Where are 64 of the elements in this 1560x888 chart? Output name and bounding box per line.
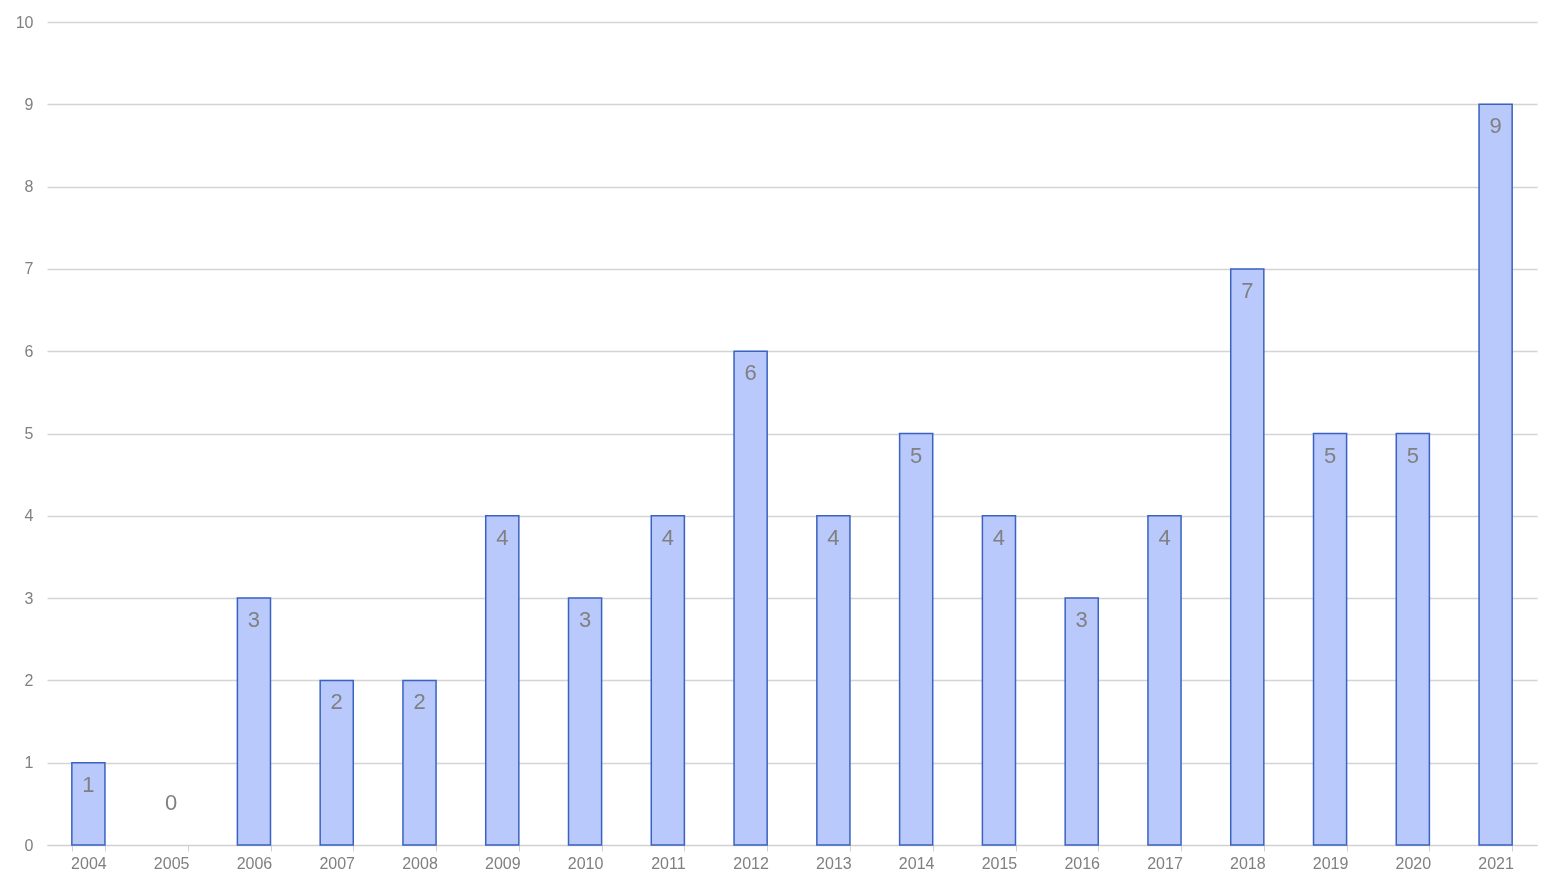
x-tick-label: 2007 xyxy=(319,854,356,872)
y-tick-label: 7 xyxy=(24,260,34,278)
x-tick-label: 2013 xyxy=(816,854,852,872)
x-tick-label: 2018 xyxy=(1229,854,1266,872)
bar xyxy=(484,515,520,846)
bar xyxy=(1395,432,1431,846)
bar xyxy=(1478,103,1513,846)
bar xyxy=(898,432,934,846)
bar xyxy=(319,679,355,846)
x-tick-label: 2014 xyxy=(898,854,935,872)
bar xyxy=(650,515,686,846)
data-label: 2 xyxy=(330,689,343,715)
bar xyxy=(981,515,1017,846)
x-tick-label: 2009 xyxy=(484,854,521,872)
x-tick-label: 2008 xyxy=(402,854,438,872)
bar xyxy=(733,350,768,846)
data-label: 4 xyxy=(1158,524,1171,550)
x-tick-label: 2016 xyxy=(1064,854,1101,872)
x-tick-label: 2020 xyxy=(1395,854,1432,872)
y-tick-label: 1 xyxy=(24,754,34,772)
x-tick-label: 2010 xyxy=(567,854,604,872)
x-tick-label: 2004 xyxy=(71,854,107,872)
x-tick-label: 2015 xyxy=(981,854,1018,872)
bar xyxy=(567,597,603,846)
y-tick-label: 5 xyxy=(24,425,34,442)
data-label: 7 xyxy=(1241,277,1254,303)
data-label: 4 xyxy=(496,524,509,550)
x-tick-label: 2021 xyxy=(1478,854,1515,872)
data-label: 6 xyxy=(744,360,757,386)
data-label: 5 xyxy=(910,442,923,468)
bar xyxy=(402,679,437,846)
y-tick-label: 0 xyxy=(24,836,34,854)
bar xyxy=(71,761,106,846)
data-label: 3 xyxy=(247,607,261,633)
x-tick-label: 2012 xyxy=(733,854,770,872)
bar xyxy=(1312,432,1348,846)
data-label: 5 xyxy=(1406,442,1419,468)
data-label: 4 xyxy=(827,524,840,550)
x-tick-label: 2011 xyxy=(651,854,686,872)
data-label: 9 xyxy=(1489,113,1502,139)
y-tick-label: 9 xyxy=(24,95,34,113)
data-label: 3 xyxy=(578,607,592,633)
x-tick-label: 2006 xyxy=(236,854,273,872)
data-label: 2 xyxy=(413,689,426,715)
x-tick-label: 2019 xyxy=(1312,854,1349,872)
data-label: 4 xyxy=(661,524,674,550)
bar xyxy=(816,515,851,846)
data-label: 5 xyxy=(1323,442,1337,468)
bar xyxy=(1147,515,1182,846)
y-tick-label: 3 xyxy=(24,589,34,607)
bar xyxy=(1229,268,1265,846)
y-tick-label: 2 xyxy=(24,671,34,689)
data-label: 0 xyxy=(165,790,178,815)
data-label: 1 xyxy=(82,771,95,797)
y-tick-label: 10 xyxy=(15,13,34,31)
x-tick-label: 2017 xyxy=(1147,854,1183,872)
bar xyxy=(1064,597,1100,846)
bar xyxy=(236,597,272,846)
x-tick-label: 2005 xyxy=(153,854,190,872)
y-tick-label: 6 xyxy=(24,342,34,360)
y-tick-label: 8 xyxy=(24,178,34,196)
data-label: 4 xyxy=(992,524,1006,550)
data-label: 3 xyxy=(1075,607,1088,633)
y-tick-label: 4 xyxy=(24,507,34,525)
